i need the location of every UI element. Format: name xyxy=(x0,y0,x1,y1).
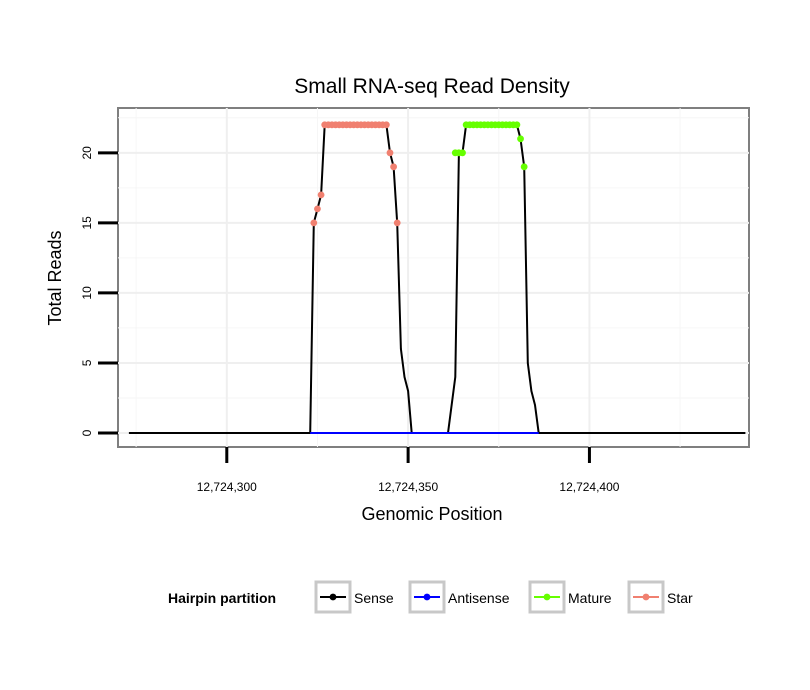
legend-label: Mature xyxy=(568,590,612,606)
series-line-sense xyxy=(128,123,746,434)
x-tick-label: 12,724,400 xyxy=(559,480,619,494)
data-point-star xyxy=(382,121,390,129)
y-axis-title: Total Reads xyxy=(45,230,65,325)
y-tick-label: 20 xyxy=(80,146,94,160)
y-tick-label: 10 xyxy=(80,286,94,300)
legend-item-mature: Mature xyxy=(528,580,612,614)
x-axis-title: Genomic Position xyxy=(361,504,502,524)
legend-label: Sense xyxy=(354,590,394,606)
y-tick-label: 15 xyxy=(80,216,94,230)
legend-label: Antisense xyxy=(448,590,510,606)
data-point-star xyxy=(393,219,401,227)
data-point-star xyxy=(310,219,318,227)
data-point-star xyxy=(386,149,394,157)
legend-item-star: Star xyxy=(627,580,693,614)
x-tick-label: 12,724,350 xyxy=(378,480,438,494)
legend-item-sense: Sense xyxy=(314,580,394,614)
data-point-mature xyxy=(459,149,466,157)
data-point-star xyxy=(314,205,321,213)
data-point-star xyxy=(390,163,398,171)
legend-key-point xyxy=(642,593,650,601)
chart-title: Small RNA-seq Read Density xyxy=(294,75,570,98)
data-point-star xyxy=(317,191,325,199)
legend-label: Star xyxy=(667,590,693,606)
data-point-mature xyxy=(513,121,521,129)
legend-key-point xyxy=(329,593,337,601)
y-tick-label: 5 xyxy=(80,359,94,366)
data-point-mature xyxy=(520,163,528,171)
y-tick-label: 0 xyxy=(80,429,94,436)
data-point-mature xyxy=(517,135,524,143)
legend-title: Hairpin partition xyxy=(168,590,276,606)
legend-key-point xyxy=(423,593,431,601)
x-tick-label: 12,724,300 xyxy=(197,480,257,494)
legend: Hairpin partition Sense Antisense Mature St… xyxy=(168,580,693,614)
plot-panel xyxy=(117,107,750,448)
legend-item-antisense: Antisense xyxy=(408,580,510,614)
legend-key-point xyxy=(543,593,551,601)
